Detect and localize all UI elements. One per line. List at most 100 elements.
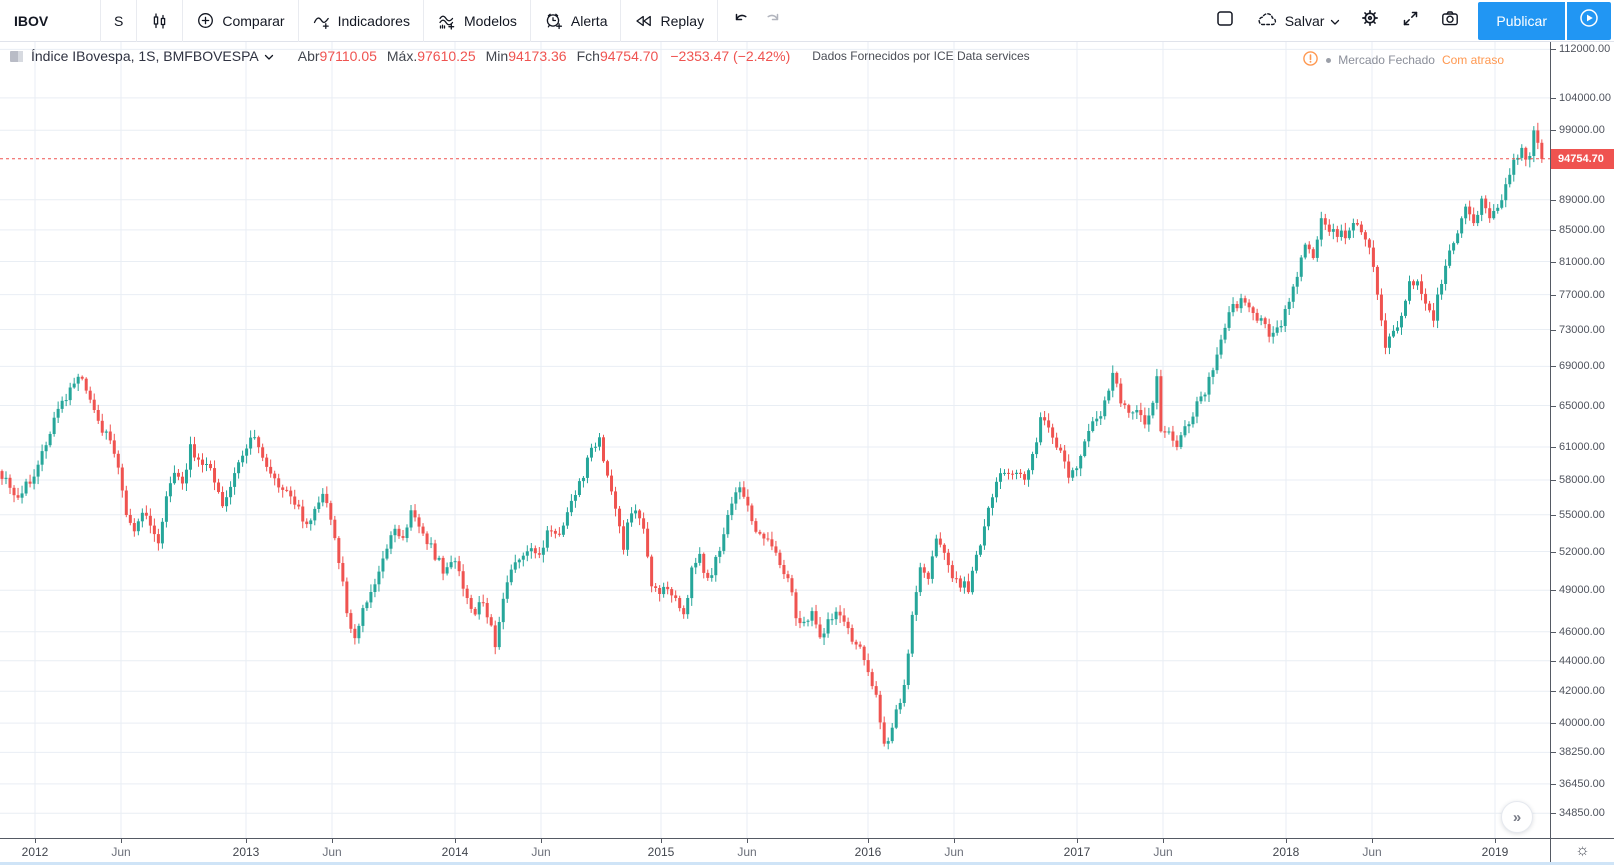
time-axis-label: Jun	[111, 845, 131, 859]
price-axis-label: 85000.00	[1551, 223, 1605, 236]
compare-plus-icon	[196, 11, 215, 30]
divider	[100, 0, 101, 42]
instrument-title-label: Índice IBovespa, 1S, BMFBOVESPA	[31, 48, 259, 64]
candles-icon	[150, 12, 169, 30]
divider	[422, 0, 424, 42]
price-axis-label: 89000.00	[1551, 193, 1605, 206]
price-axis-label: 46000.00	[1551, 625, 1605, 638]
high-value: Máx.97610.25	[386, 48, 476, 64]
instrument-title[interactable]: Índice IBovespa, 1S, BMFBOVESPA	[31, 48, 274, 64]
time-axis-label: 2014	[441, 845, 469, 859]
publish-button[interactable]: Publicar	[1478, 1, 1565, 40]
price-axis-label: 58000.00	[1551, 474, 1605, 486]
price-axis-label: 49000.00	[1551, 584, 1605, 597]
gear-icon	[1360, 8, 1380, 33]
time-axis-label: 2016	[854, 845, 882, 859]
price-axis-label: 65000.00	[1551, 399, 1605, 412]
compare-button[interactable]: Comparar	[183, 0, 297, 42]
time-axis-tick	[35, 839, 36, 843]
templates-button[interactable]: Modelos	[424, 0, 530, 42]
time-axis-label: Jun	[1362, 845, 1382, 859]
quick-publish-button[interactable]	[1565, 1, 1611, 40]
alarm-clock-icon	[544, 11, 564, 30]
publish-label: Publicar	[1496, 12, 1547, 29]
candlestick-chart[interactable]	[0, 42, 1550, 838]
history-controls	[718, 0, 796, 42]
time-axis-tick	[1495, 839, 1496, 843]
replay-label: Replay	[660, 12, 705, 29]
price-axis-label: 112000.00	[1550, 43, 1611, 56]
time-axis-tick	[121, 839, 122, 843]
time-axis-label: Jun	[737, 845, 757, 859]
top-toolbar: IBOV S Comparar Indicadores Modelos	[0, 0, 1614, 42]
divider	[717, 0, 719, 42]
divider	[182, 0, 184, 42]
redo-icon[interactable]	[764, 10, 782, 31]
time-axis-tick	[455, 839, 456, 843]
low-value: Min94173.36	[485, 48, 567, 64]
price-axis-label: 40000.00	[1551, 717, 1605, 730]
warning-icon[interactable]	[1302, 50, 1319, 70]
price-axis-label: 81000.00	[1551, 255, 1605, 268]
price-axis-label: 99000.00	[1551, 124, 1605, 137]
chevron-down-icon	[1330, 13, 1340, 29]
interval-button[interactable]: S	[101, 0, 136, 42]
time-axis-label: 2019	[1481, 845, 1509, 859]
compare-label: Comparar	[222, 12, 285, 29]
time-axis-tick	[1077, 839, 1078, 843]
time-axis-label: 2018	[1272, 845, 1300, 859]
chart-area[interactable]: Índice IBovespa, 1S, BMFBOVESPA Abr97110…	[0, 42, 1550, 838]
market-status-label: Mercado Fechado	[1338, 53, 1435, 67]
close-value: Fch94754.70	[576, 48, 659, 64]
last-price-tag[interactable]: 94754.70	[1551, 148, 1614, 169]
price-axis-label: 77000.00	[1551, 288, 1605, 301]
settings-button[interactable]	[1350, 0, 1390, 42]
price-axis-label: 42000.00	[1551, 685, 1605, 698]
time-axis-tick	[1372, 839, 1373, 843]
toolbar-right: Salvar Publicar	[1205, 0, 1614, 42]
play-circle-icon	[1578, 7, 1600, 34]
indicators-button[interactable]: Indicadores	[299, 0, 423, 42]
price-axis-label: 55000.00	[1551, 508, 1605, 521]
undo-icon[interactable]	[732, 10, 750, 31]
interval-label: S	[114, 12, 124, 29]
divider	[529, 0, 531, 42]
open-value: Abr97110.05	[297, 48, 377, 64]
time-axis-tick	[1286, 839, 1287, 843]
alert-button[interactable]: Alerta	[531, 0, 621, 42]
time-axis-label: 2015	[647, 845, 675, 859]
price-axis-label: 52000.00	[1551, 545, 1605, 558]
price-axis[interactable]: 112000.00 104000.00 99000.00 89000.00 85000.…	[1550, 42, 1614, 838]
legend-square-icon[interactable]	[10, 50, 23, 62]
time-axis-tick	[1163, 839, 1164, 843]
fullscreen-icon	[1401, 9, 1420, 33]
indicators-icon	[312, 11, 331, 30]
sun-theme-icon[interactable]: ☼	[1575, 841, 1590, 859]
time-axis-tick	[661, 839, 662, 843]
cloud-icon	[1255, 10, 1279, 31]
time-axis-label: 2017	[1063, 845, 1091, 859]
collapse-panel-button[interactable]: »	[1501, 801, 1533, 833]
layout-button[interactable]	[1205, 0, 1245, 42]
templates-icon	[437, 11, 457, 30]
delay-label[interactable]: Com atraso	[1441, 53, 1504, 67]
publish-group: Publicar	[1478, 1, 1611, 40]
time-axis-label: 2013	[232, 845, 260, 859]
time-axis-tick	[868, 839, 869, 843]
divider	[136, 0, 138, 42]
replay-button[interactable]: Replay	[621, 0, 717, 42]
time-axis-tick	[332, 839, 333, 843]
candle-style-button[interactable]	[137, 0, 182, 42]
screenshot-button[interactable]	[1430, 0, 1470, 42]
market-status: Mercado Fechado Com atraso	[1302, 50, 1504, 70]
save-button[interactable]: Salvar	[1245, 0, 1351, 42]
fullscreen-button[interactable]	[1390, 0, 1430, 42]
symbol-button[interactable]: IBOV	[0, 0, 100, 42]
time-axis-tick	[246, 839, 247, 843]
price-axis-label: 61000.00	[1551, 441, 1605, 453]
divider	[620, 0, 622, 42]
alert-label: Alerta	[570, 12, 608, 29]
layout-icon	[1215, 9, 1235, 33]
time-axis-label: Jun	[531, 845, 551, 859]
time-axis[interactable]: 2012 Jun 2013 Jun 2014 Jun 2015 Jun 2016 Jun 2017 J…	[0, 838, 1550, 862]
